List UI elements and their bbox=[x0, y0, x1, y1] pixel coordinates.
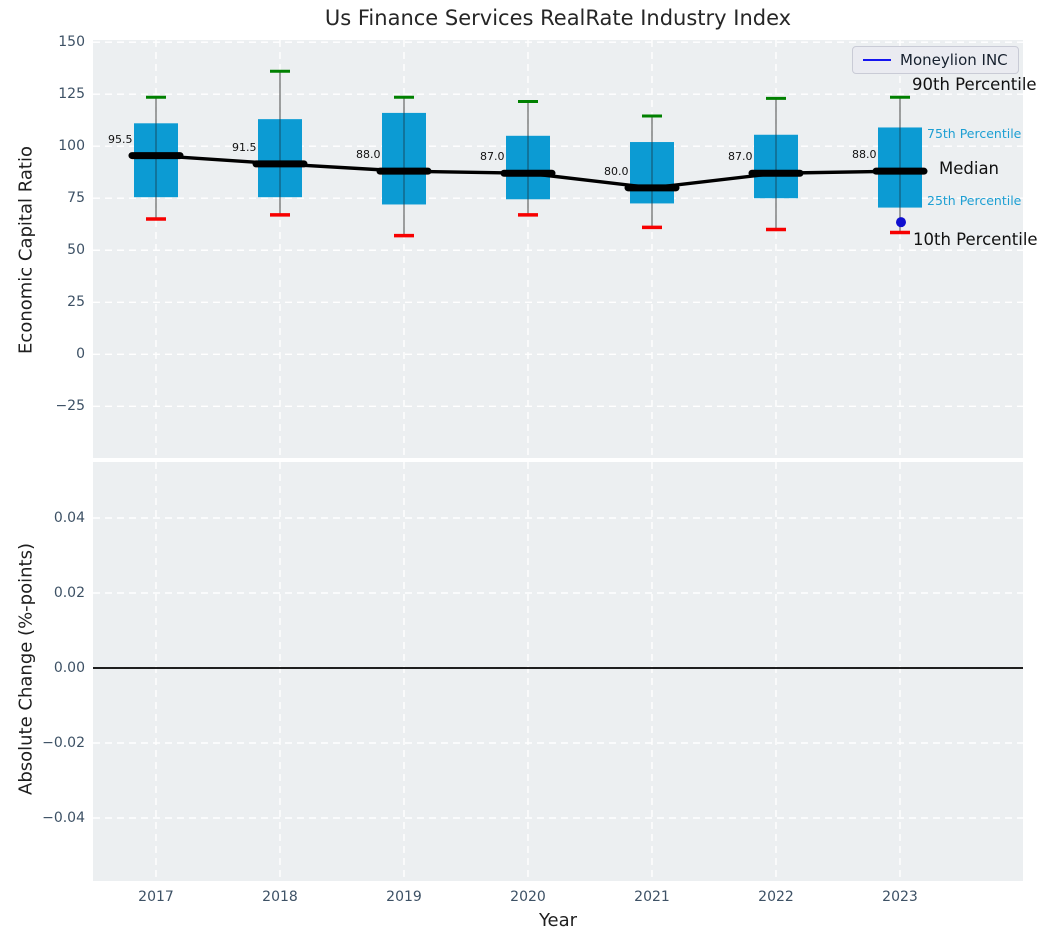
xtick-label-year: 2023 bbox=[882, 889, 918, 905]
legend-label: Moneylion INC bbox=[900, 51, 1008, 69]
median-value-label: 95.5 bbox=[108, 132, 133, 146]
annotation-75th-percentile: 75th Percentile bbox=[927, 126, 1022, 141]
moneylion-point bbox=[896, 217, 906, 228]
ytick-label-top: 125 bbox=[58, 86, 85, 103]
median-value-label: 80.0 bbox=[604, 164, 629, 178]
xtick-label-year: 2020 bbox=[510, 889, 546, 905]
ytick-label-top: −25 bbox=[55, 398, 85, 415]
median-value-label: 88.0 bbox=[356, 148, 381, 162]
xtick-label-year: 2019 bbox=[386, 889, 422, 905]
ytick-label-top: 25 bbox=[67, 294, 85, 311]
median-value-label: 87.0 bbox=[728, 150, 753, 164]
annotation-10th-percentile: 10th Percentile bbox=[913, 230, 1038, 249]
annotation-25th-percentile: 25th Percentile bbox=[927, 193, 1022, 208]
xtick-label-year: 2021 bbox=[634, 889, 670, 905]
ytick-label-bottom: −0.02 bbox=[42, 735, 85, 751]
bottom-plot-area bbox=[93, 462, 1023, 881]
xtick-label-year: 2022 bbox=[758, 889, 794, 905]
ytick-label-bottom: −0.04 bbox=[42, 810, 85, 826]
ytick-label-top: 0 bbox=[76, 346, 85, 363]
top-plot-canvas bbox=[93, 40, 1023, 458]
xtick-label-year: 2018 bbox=[262, 889, 298, 905]
ytick-label-top: 75 bbox=[67, 190, 85, 207]
top-plot-area bbox=[93, 40, 1023, 458]
bottom-plot-canvas bbox=[93, 462, 1023, 881]
ytick-label-bottom: 0.02 bbox=[53, 585, 85, 601]
annotation-median: Median bbox=[939, 159, 1000, 178]
ytick-label-bottom: 0.00 bbox=[53, 660, 85, 676]
ytick-label-top: 150 bbox=[58, 34, 85, 51]
chart-title: Us Finance Services RealRate Industry In… bbox=[324, 6, 792, 30]
ytick-label-top: 50 bbox=[67, 242, 85, 259]
legend: Moneylion INC bbox=[852, 46, 1019, 74]
median-value-label: 91.5 bbox=[232, 140, 257, 154]
x-axis-label: Year bbox=[538, 910, 578, 931]
annotation-90th-percentile: 90th Percentile bbox=[912, 75, 1037, 94]
xtick-label-year: 2017 bbox=[138, 889, 174, 905]
median-value-label: 88.0 bbox=[852, 148, 877, 162]
ytick-label-top: 100 bbox=[58, 138, 85, 155]
ytick-label-bottom: 0.04 bbox=[53, 510, 85, 526]
median-value-label: 87.0 bbox=[480, 150, 505, 164]
legend-line-icon bbox=[863, 59, 891, 61]
